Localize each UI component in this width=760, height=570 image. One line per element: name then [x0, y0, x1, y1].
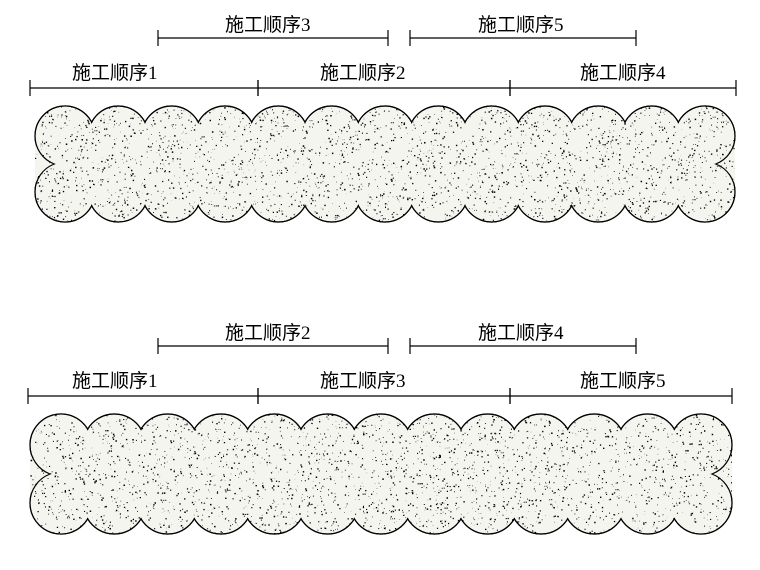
diagram-2: 施工顺序2施工顺序4施工顺序1施工顺序3施工顺序5 — [0, 318, 760, 568]
diagram-svg — [0, 10, 760, 260]
diagram-svg — [0, 318, 760, 568]
diagram-1: 施工顺序3施工顺序5施工顺序1施工顺序2施工顺序4 — [0, 10, 760, 260]
